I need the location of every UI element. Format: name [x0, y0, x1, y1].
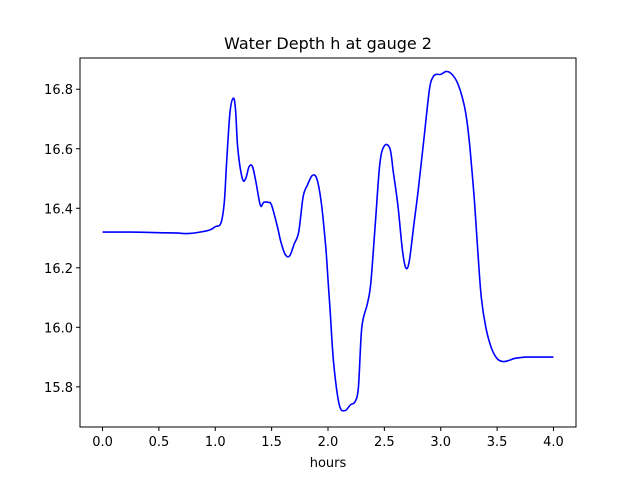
- x-tick-label: 3.0: [430, 435, 451, 450]
- y-tick-label: 16.6: [44, 143, 73, 158]
- y-axis: 15.8 16.0 16.2 16.4 16.6 16.8: [44, 83, 80, 396]
- x-axis: 0.0 0.5 1.0 1.5 2.0 2.5 3.0 3.5 4.0: [92, 427, 564, 450]
- x-tick-label: 1.0: [205, 435, 226, 450]
- chart-title: Water Depth h at gauge 2: [224, 34, 432, 53]
- y-tick-label: 16.0: [44, 321, 73, 336]
- x-tick-label: 1.5: [261, 435, 282, 450]
- y-tick-label: 15.8: [44, 381, 73, 396]
- water-depth-series-line: [102, 70, 554, 412]
- x-tick-label: 4.0: [543, 435, 564, 450]
- x-tick-label: 0.5: [149, 435, 170, 450]
- y-tick-label: 16.2: [44, 262, 73, 277]
- y-tick-label: 16.8: [44, 83, 73, 98]
- x-tick-label: 2.5: [374, 435, 395, 450]
- x-tick-label: 2.0: [318, 435, 339, 450]
- y-tick-label: 16.4: [44, 202, 73, 217]
- x-axis-label: hours: [310, 456, 347, 471]
- x-tick-label: 0.0: [92, 435, 113, 450]
- x-tick-label: 3.5: [487, 435, 508, 450]
- series-layer: [102, 70, 554, 412]
